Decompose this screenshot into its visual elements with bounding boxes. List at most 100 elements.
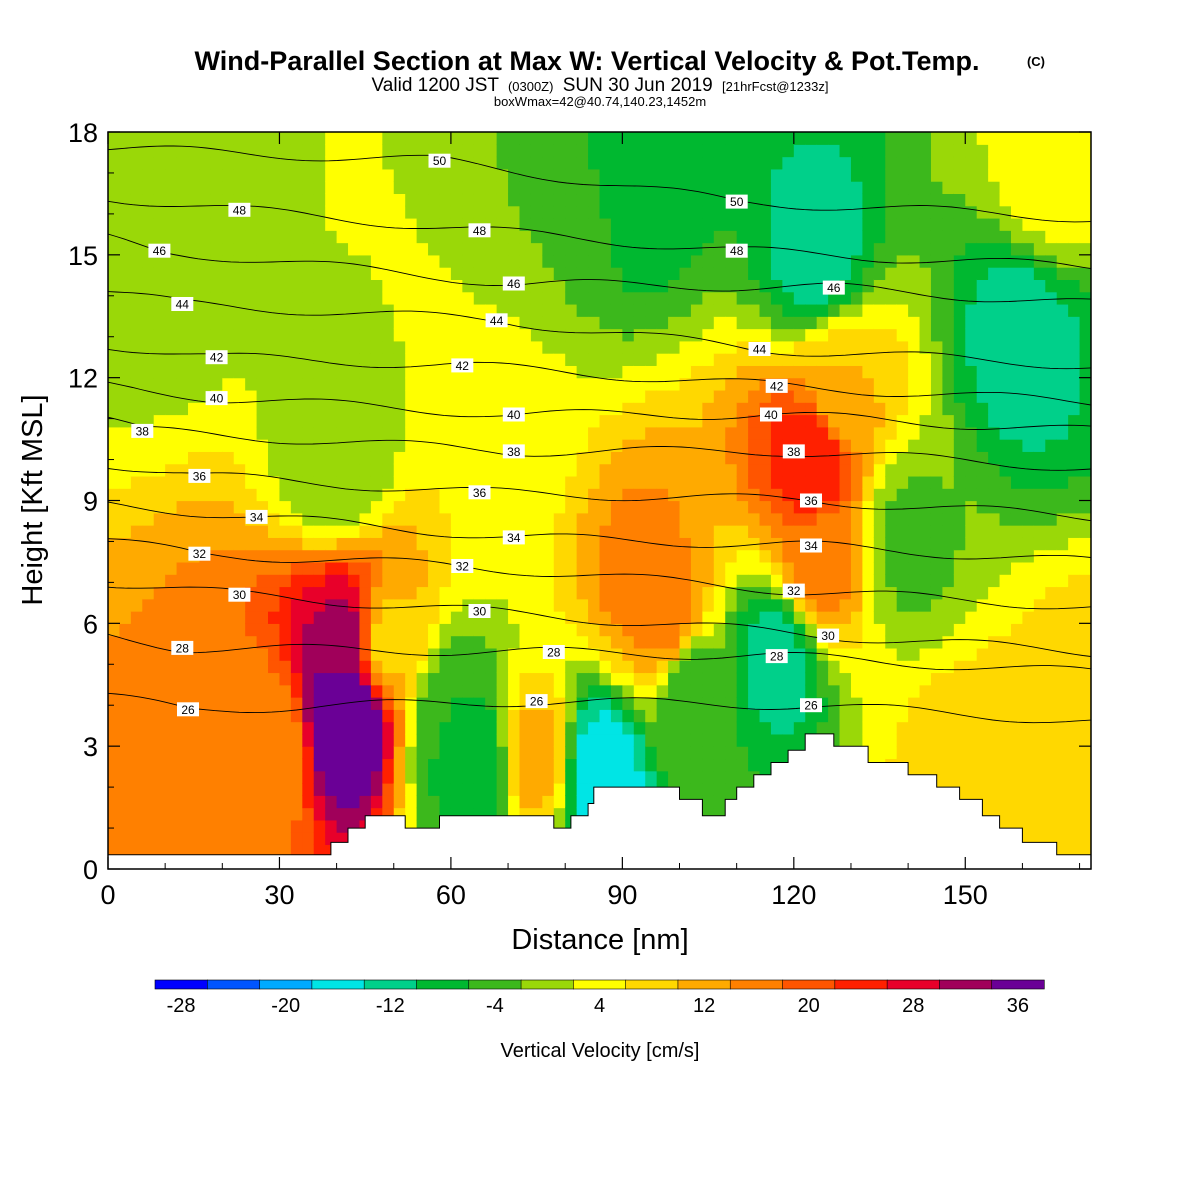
w-cell xyxy=(290,193,303,207)
w-cell xyxy=(290,598,303,612)
w-cell xyxy=(370,758,383,772)
w-cell xyxy=(359,672,372,686)
w-cell xyxy=(325,512,338,526)
w-cell xyxy=(370,230,383,244)
w-cell xyxy=(279,402,292,416)
w-cell xyxy=(142,316,155,330)
w-cell xyxy=(359,353,372,366)
w-cell xyxy=(1033,770,1046,784)
w-cell xyxy=(953,770,966,784)
w-cell xyxy=(908,635,921,649)
w-cell xyxy=(770,721,783,735)
w-cell xyxy=(108,574,121,588)
w-cell xyxy=(988,488,1001,502)
w-cell xyxy=(119,586,132,600)
w-cell xyxy=(462,684,475,698)
w-cell xyxy=(622,512,635,526)
w-cell xyxy=(279,709,292,723)
w-cell xyxy=(759,463,772,477)
w-cell xyxy=(370,328,383,342)
w-cell xyxy=(633,574,646,588)
w-cell xyxy=(976,697,989,710)
w-cell xyxy=(382,414,395,428)
w-cell xyxy=(210,623,223,637)
w-cell xyxy=(462,500,475,514)
w-cell xyxy=(165,783,178,796)
w-cell xyxy=(713,611,726,624)
w-cell xyxy=(1022,832,1035,846)
w-cell xyxy=(428,402,441,416)
w-cell xyxy=(656,709,669,723)
w-cell xyxy=(645,144,658,158)
w-cell xyxy=(519,193,532,207)
w-cell xyxy=(668,353,681,366)
w-cell xyxy=(862,512,875,526)
w-cell xyxy=(153,684,166,698)
w-cell xyxy=(210,181,223,195)
w-cell xyxy=(793,181,806,195)
w-cell xyxy=(336,414,349,428)
w-cell xyxy=(348,291,361,305)
w-cell xyxy=(873,242,886,256)
w-cell xyxy=(199,316,212,330)
w-cell xyxy=(119,733,132,747)
w-cell xyxy=(565,365,578,379)
w-cell xyxy=(108,267,121,280)
w-cell xyxy=(679,697,692,710)
w-cell xyxy=(713,635,726,649)
w-cell xyxy=(416,291,429,305)
w-cell xyxy=(176,414,189,428)
w-cell xyxy=(519,660,532,674)
w-cell xyxy=(1033,242,1046,256)
w-cell xyxy=(645,451,658,465)
w-cell xyxy=(302,684,315,698)
w-cell xyxy=(405,439,418,452)
w-cell xyxy=(656,697,669,710)
w-cell xyxy=(416,132,429,145)
w-cell xyxy=(450,635,463,649)
w-cell xyxy=(862,205,875,219)
w-cell xyxy=(313,598,326,612)
w-cell xyxy=(439,230,452,244)
w-cell xyxy=(553,230,566,244)
w-cell xyxy=(473,242,486,256)
w-cell xyxy=(656,635,669,649)
w-cell xyxy=(428,549,441,563)
w-cell xyxy=(130,684,143,698)
w-cell xyxy=(633,770,646,784)
w-cell xyxy=(713,574,726,588)
w-cell xyxy=(885,316,898,330)
w-cell xyxy=(142,537,155,551)
w-cell xyxy=(496,144,509,158)
w-cell xyxy=(519,733,532,747)
w-cell xyxy=(382,475,395,489)
w-cell xyxy=(999,156,1012,170)
w-cell xyxy=(233,647,246,661)
w-cell xyxy=(222,611,235,624)
w-cell xyxy=(1022,623,1035,637)
w-cell xyxy=(816,217,829,231)
w-cell xyxy=(885,733,898,747)
w-cell xyxy=(930,353,944,366)
w-cell xyxy=(485,389,498,403)
w-cell xyxy=(748,181,761,195)
w-cell xyxy=(519,475,532,489)
w-cell xyxy=(165,230,178,244)
w-cell xyxy=(553,242,566,256)
w-cell xyxy=(119,377,132,391)
w-cell xyxy=(382,463,395,477)
w-cell xyxy=(542,574,555,588)
w-cell xyxy=(108,328,121,342)
w-cell xyxy=(336,684,349,698)
w-cell xyxy=(862,328,875,342)
w-cell xyxy=(770,242,783,256)
w-cell xyxy=(576,525,589,538)
w-cell xyxy=(370,561,383,575)
w-cell xyxy=(553,316,566,330)
w-cell xyxy=(839,168,852,182)
w-cell xyxy=(348,733,361,747)
w-cell xyxy=(405,807,418,821)
w-cell xyxy=(245,832,258,846)
w-cell xyxy=(770,525,783,538)
w-cell xyxy=(1033,488,1046,502)
